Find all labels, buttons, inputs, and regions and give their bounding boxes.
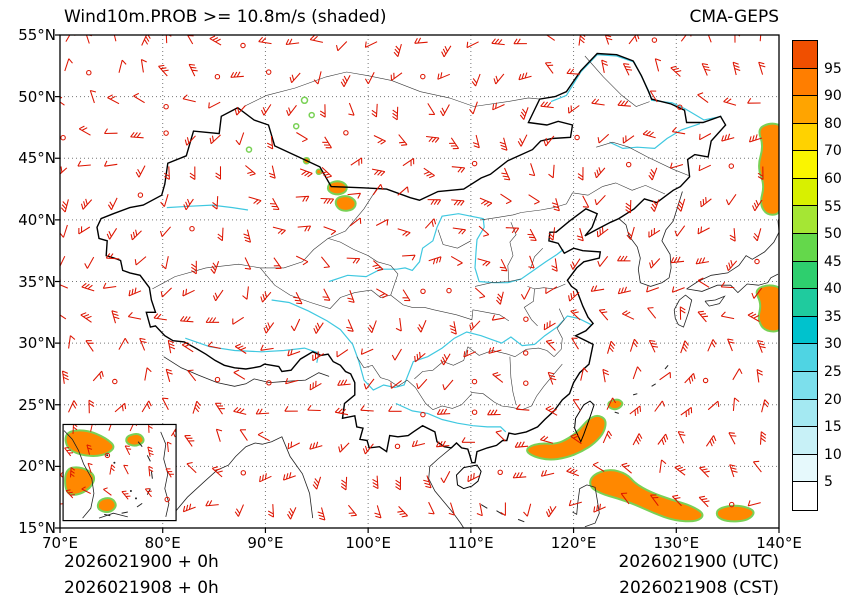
colorbar-tick-label: 95	[824, 60, 842, 77]
inset-map	[63, 424, 177, 521]
colorbar-tick-label: 5	[824, 474, 833, 491]
valid-time-utc: 2026021900 (UTC)	[618, 552, 779, 572]
colorbar-tick-label: 35	[824, 308, 842, 325]
colorbar-segment	[793, 289, 817, 317]
province-boundaries	[152, 55, 689, 411]
colorbar-segment	[793, 151, 817, 179]
colorbar-tick-label: 45	[824, 253, 842, 270]
colorbar-segment	[793, 427, 817, 455]
colorbar-segment	[793, 123, 817, 152]
colorbar-segment	[793, 316, 817, 345]
colorbar-segment	[793, 96, 817, 124]
lat-tick-label: 40°N	[18, 210, 56, 229]
lon-tick-label: 70°E	[41, 534, 79, 552]
china-border	[96, 52, 727, 490]
lon-tick-label: 130°E	[653, 534, 700, 552]
colorbar-segment	[793, 261, 817, 290]
colorbar-tick-label: 40	[824, 281, 842, 298]
lat-tick-label: 35°N	[18, 272, 56, 291]
colorbar-segment	[793, 371, 817, 400]
init-time-utc: 2026021900 + 0h	[64, 552, 219, 572]
lat-tick-label: 25°N	[18, 395, 56, 414]
lon-tick-label: 90°E	[247, 534, 284, 552]
colorbar-segment	[793, 454, 817, 483]
colorbar-segment	[793, 344, 817, 372]
colorbar-tick-label: 60	[824, 170, 842, 187]
valid-time-cst: 2026021908 (CST)	[619, 578, 779, 598]
lat-tick-label: 50°N	[18, 87, 56, 106]
lat-tick-label: 45°N	[18, 149, 56, 168]
lon-tick-label: 120°E	[550, 534, 597, 552]
colorbar-segment	[793, 206, 817, 235]
lon-tick-label: 110°E	[448, 534, 494, 552]
colorbar-tick-label: 30	[824, 336, 842, 353]
colorbar-tick-label: 50	[824, 226, 842, 243]
colorbar-tick-label: 70	[824, 143, 842, 160]
colorbar-tick-label: 80	[824, 115, 842, 132]
probability-shading	[326, 122, 779, 523]
colorbar-tick-label: 25	[824, 364, 842, 381]
colorbar	[792, 40, 818, 511]
colorbar-tick-label: 90	[824, 88, 842, 105]
colorbar-segment	[793, 399, 817, 428]
wind-barbs-layer	[60, 35, 770, 521]
model-name-label: CMA-GEPS	[689, 7, 779, 27]
chart-title: Wind10m.PROB >= 10.8m/s (shaded)	[64, 7, 387, 27]
colorbar-tick-label: 55	[824, 198, 842, 215]
map-layers	[60, 35, 779, 528]
lat-tick-label: 30°N	[18, 334, 56, 353]
colorbar-segment	[793, 178, 817, 207]
colorbar-segment	[793, 41, 817, 69]
colorbar-tick-label: 10	[824, 446, 842, 463]
colorbar-segment	[793, 68, 817, 97]
foreign-coastlines	[163, 191, 779, 528]
lat-tick-label: 20°N	[18, 457, 56, 476]
lat-tick-label: 15°N	[18, 519, 56, 537]
axis-ticks	[55, 34, 780, 533]
lat-tick-label: 55°N	[18, 26, 56, 44]
colorbar-segment	[793, 234, 817, 262]
lon-tick-label: 140°E	[756, 534, 802, 552]
colorbar-segment	[793, 482, 817, 510]
lon-tick-label: 100°E	[345, 534, 391, 552]
init-time-cst: 2026021908 + 0h	[64, 578, 219, 598]
lon-tick-label: 80°E	[144, 534, 181, 552]
colorbar-tick-label: 15	[824, 419, 842, 436]
colorbar-tick-label: 20	[824, 391, 842, 408]
